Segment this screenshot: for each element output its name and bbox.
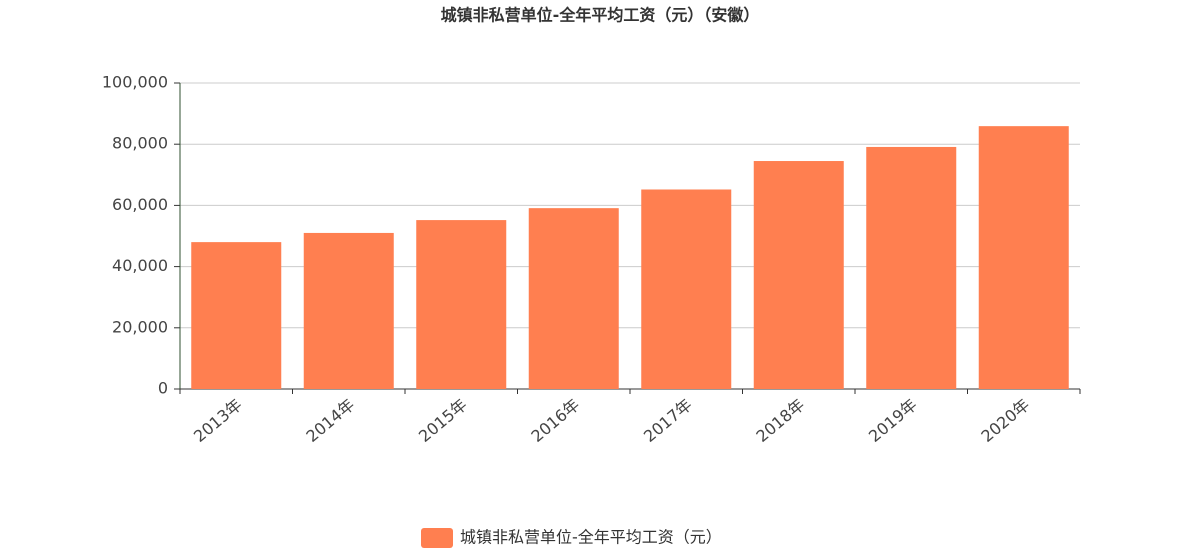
y-tick-label: 80,000 (112, 134, 168, 153)
bar (978, 126, 1069, 390)
y-tick-label: 20,000 (112, 317, 168, 336)
bar (641, 189, 732, 389)
bar (191, 242, 282, 389)
x-tick-label: 2016年 (528, 395, 584, 446)
bar (753, 161, 844, 389)
legend-swatch (421, 528, 453, 548)
y-tick-label: 60,000 (112, 195, 168, 214)
chart-title: 城镇非私营单位-全年平均工资（元）（安徽） (441, 6, 760, 25)
x-tick-label: 2015年 (415, 395, 471, 446)
bar (416, 220, 507, 389)
y-tick-label: 40,000 (112, 256, 168, 275)
x-tick-label: 2019年 (865, 395, 921, 446)
bar (866, 146, 957, 389)
bar (303, 232, 394, 389)
y-tick-label: 100,000 (102, 73, 168, 92)
x-tick-label: 2017年 (640, 395, 696, 446)
y-tick-label: 0 (158, 379, 168, 398)
x-tick-label: 2020年 (978, 395, 1034, 446)
legend-label: 城镇非私营单位-全年平均工资（元） (460, 528, 722, 547)
bar (528, 208, 619, 389)
x-tick-label: 2013年 (190, 395, 246, 446)
x-tick-label: 2018年 (753, 395, 809, 446)
x-tick-label: 2014年 (303, 395, 359, 446)
